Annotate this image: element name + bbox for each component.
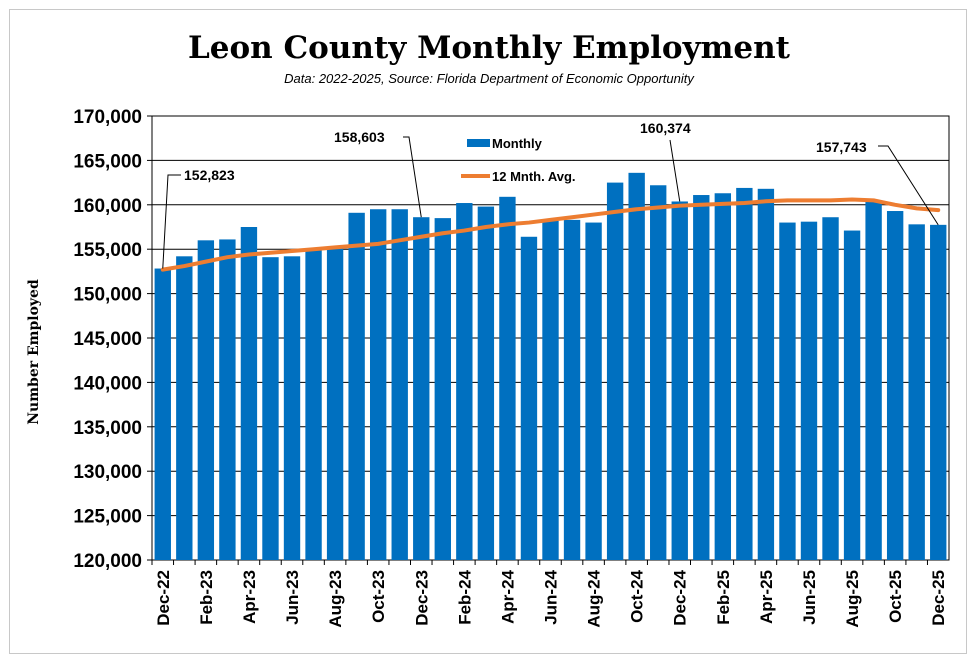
y-tick-label: 140,000 [73, 373, 142, 394]
bar-Jan-23 [176, 256, 193, 560]
bar-Feb-23 [197, 240, 215, 560]
y-tick-label: 120,000 [73, 551, 142, 572]
y-tick-label: 155,000 [73, 240, 142, 261]
annotation-leader [878, 145, 939, 226]
bar-May-25 [779, 222, 796, 560]
bar-Jun-24 [542, 220, 559, 560]
x-tick-label: Jun-25 [800, 570, 819, 625]
x-tick-label: Dec-23 [412, 570, 431, 626]
bar-Dec-25 [930, 224, 947, 560]
bar-May-23 [262, 257, 279, 560]
x-tick-label: Dec-25 [929, 570, 948, 626]
bar-Nov-24 [650, 185, 667, 560]
legend-label-avg: 12 Mnth. Avg. [492, 169, 576, 184]
bar-Apr-23 [240, 227, 258, 560]
annotation-label: 152,823 [184, 167, 235, 183]
x-tick-label: Oct-25 [886, 570, 905, 623]
bar-Oct-25 [886, 211, 904, 561]
x-tick-label: Aug-25 [843, 570, 862, 628]
x-tick-label: Oct-24 [628, 569, 647, 622]
bar-Sep-24 [606, 182, 624, 560]
annotation-leader [162, 174, 181, 269]
x-tick-label: Dec-24 [671, 569, 690, 625]
x-tick-label: Feb-25 [714, 570, 733, 625]
x-tick-label: Dec-22 [154, 570, 173, 626]
bar-Jan-24 [434, 218, 451, 560]
bar-Jul-24 [563, 219, 581, 560]
bar-Nov-25 [908, 224, 925, 560]
bar-Aug-23 [326, 248, 344, 560]
x-tick-label: Feb-23 [197, 570, 216, 625]
bar-Jul-25 [822, 217, 839, 560]
x-tick-label: Oct-23 [369, 570, 388, 623]
y-tick-label: 150,000 [73, 285, 142, 306]
bar-Jul-23 [305, 248, 322, 560]
bar-May-24 [520, 236, 538, 560]
bar-Oct-24 [628, 172, 645, 560]
y-tick-label: 170,000 [73, 107, 142, 128]
annotation-leader [403, 136, 422, 218]
bar-Jun-23 [283, 256, 301, 560]
bar-Dec-23 [413, 217, 430, 560]
x-tick-label: Jun-24 [542, 569, 561, 624]
bar-Apr-25 [757, 188, 775, 561]
bar-Feb-25 [714, 193, 732, 561]
annotation-leader [669, 139, 681, 202]
bar-Mar-25 [736, 187, 753, 561]
avg-line [160, 197, 941, 272]
bar-Jun-25 [800, 221, 818, 560]
chart-subtitle: Data: 2022-2025, Source: Florida Departm… [284, 71, 694, 86]
annotation-label: 158,603 [334, 129, 385, 145]
x-tick-label: Feb-24 [455, 569, 474, 624]
bar-Dec-24 [671, 201, 688, 560]
bar-Sep-25 [865, 200, 882, 561]
y-tick-label: 130,000 [73, 462, 142, 483]
bar-Feb-24 [456, 203, 473, 561]
y-tick-label: 160,000 [73, 196, 142, 217]
bar-Oct-23 [369, 209, 387, 561]
bar-Nov-23 [391, 209, 408, 561]
bar-Jan-25 [693, 195, 710, 561]
x-tick-label: Aug-24 [585, 569, 604, 627]
y-tick-label: 145,000 [73, 329, 142, 350]
bar-Aug-24 [585, 222, 602, 560]
legend-label-monthly: Monthly [492, 136, 543, 151]
x-tick-label: Aug-23 [326, 570, 345, 628]
annotation-label: 157,743 [816, 139, 867, 155]
y-tick-label: 135,000 [73, 418, 142, 439]
x-tick-label: Jun-23 [283, 570, 302, 625]
bar-Dec-22 [154, 268, 171, 560]
x-tick-label: Apr-24 [498, 569, 517, 623]
bar-Aug-25 [843, 230, 861, 560]
x-tick-label: Apr-25 [757, 570, 776, 624]
bar-Mar-23 [219, 239, 236, 560]
legend-swatch-monthly [467, 139, 490, 147]
chart-title: Leon County Monthly Employment [187, 30, 790, 66]
bar-Sep-23 [348, 212, 365, 561]
x-tick-label: Apr-23 [240, 570, 259, 624]
bar-Apr-24 [499, 196, 516, 561]
y-tick-label: 165,000 [73, 151, 142, 172]
bar-Mar-24 [477, 206, 495, 561]
annotation-label: 160,374 [640, 120, 691, 136]
y-tick-label: 125,000 [73, 507, 142, 528]
